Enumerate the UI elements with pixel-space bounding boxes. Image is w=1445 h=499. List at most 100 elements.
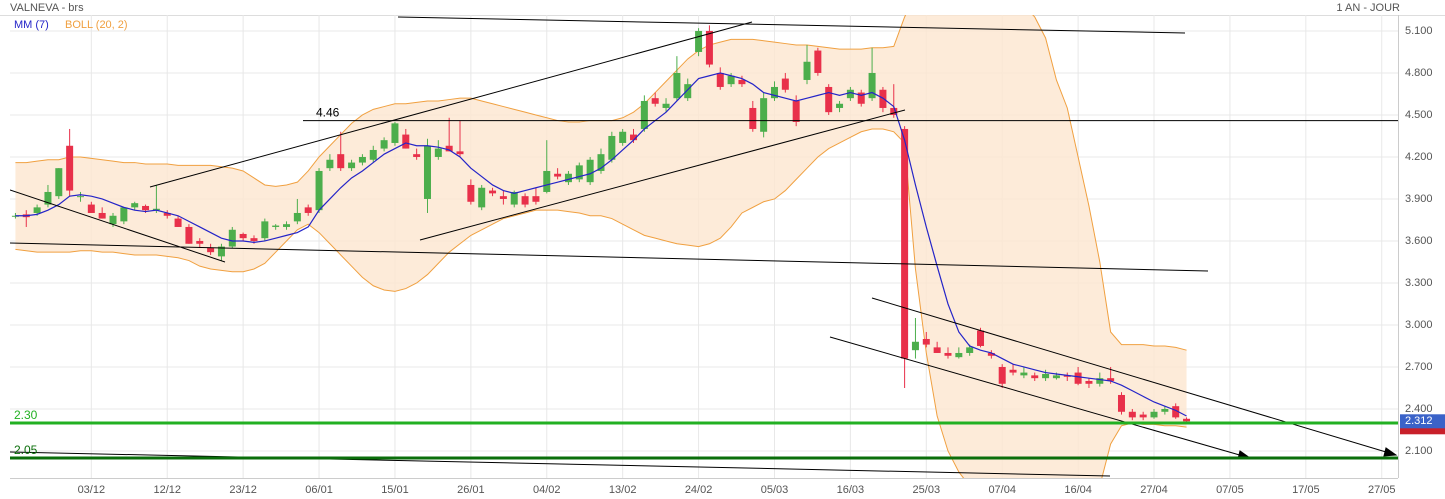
candle-body (597, 154, 605, 171)
trend-line (829, 336, 1251, 459)
candle-body (987, 352, 995, 356)
level-label: 4.46 (316, 106, 340, 120)
candle-body (608, 135, 616, 160)
candle-body (955, 352, 963, 358)
candle-body (868, 72, 876, 99)
candle-body (76, 196, 84, 198)
trend-lines (10, 16, 1398, 477)
candle-body (1117, 394, 1125, 412)
legend-entry: MM (7) (14, 19, 49, 31)
candle-body (402, 134, 410, 149)
candle-body (662, 103, 670, 108)
candle-body (510, 191, 518, 205)
bollinger-band (15, 15, 1187, 478)
x-tick-label: 12/12 (153, 484, 181, 496)
candle-body (857, 92, 865, 104)
legend-entry: BOLL (20, 2) (65, 19, 128, 31)
trend-line (419, 109, 906, 241)
candle-body (261, 221, 269, 239)
x-tick-label: 06/01 (305, 484, 333, 496)
y-tick-label: 3.900 (1405, 193, 1433, 205)
candle-body (716, 72, 724, 87)
candle-body (304, 207, 312, 213)
candle-body (998, 366, 1006, 384)
candle-body (1052, 375, 1060, 379)
x-tick-label: 07/05 (1216, 484, 1244, 496)
chart-title: VALNEVA - brs (10, 2, 84, 14)
x-tick-label: 05/03 (761, 484, 789, 496)
candle-body (467, 184, 475, 202)
x-tick-label: 15/01 (381, 484, 409, 496)
x-tick-label: 07/04 (988, 484, 1016, 496)
candle-body (196, 240, 204, 244)
candle-body (1150, 411, 1158, 418)
candle-body (348, 162, 356, 169)
candle-body (228, 229, 236, 247)
x-tick-label: 27/04 (1140, 484, 1168, 496)
x-tick-label: 13/02 (609, 484, 637, 496)
candle-body (901, 128, 909, 359)
y-tick-label: 2.100 (1405, 445, 1433, 457)
candle-body (1172, 406, 1180, 418)
x-tick-label: 16/03 (837, 484, 865, 496)
candle-body (315, 170, 323, 211)
candle-body (369, 149, 377, 160)
x-tick-label: 26/01 (457, 484, 485, 496)
candle-body (1009, 369, 1017, 373)
candle-body (163, 212, 171, 216)
y-tick-label: 4.500 (1405, 109, 1433, 121)
candle-body (554, 173, 562, 177)
candle-body (803, 61, 811, 80)
y-tick-label: 4.800 (1405, 67, 1433, 79)
trend-line (10, 242, 1209, 272)
candle-body (66, 145, 74, 191)
candle-body (684, 84, 692, 99)
candle-body (499, 196, 507, 199)
candle-body (543, 170, 551, 192)
y-tick-label: 2.400 (1405, 403, 1433, 415)
candle-body (532, 196, 540, 202)
candle-body (142, 205, 150, 211)
price-tag-bg (1400, 414, 1445, 429)
candle-body (1107, 378, 1115, 381)
x-tick-label: 27/05 (1368, 484, 1396, 496)
candle-body (185, 226, 193, 244)
candle-body (489, 190, 497, 194)
candle-body (478, 187, 486, 208)
y-tick-label: 3.000 (1405, 319, 1433, 331)
candle-body (922, 338, 930, 345)
candle-body (586, 159, 594, 183)
candle-body (358, 156, 366, 163)
candle-body (326, 159, 334, 169)
candle-body (640, 100, 648, 129)
candle-body (456, 151, 464, 155)
candle-body (445, 145, 453, 152)
period-label: 1 AN - JOUR (1336, 2, 1400, 14)
plot-area (11, 15, 1191, 478)
candle-body (966, 347, 974, 353)
candle-body (1031, 375, 1039, 379)
x-tick-label: 23/12 (229, 484, 257, 496)
candle-body (33, 207, 41, 213)
candle-body (890, 107, 898, 115)
candle-body (434, 148, 442, 157)
y-tick-label: 2.700 (1405, 361, 1433, 373)
x-tick-label: 04/02 (533, 484, 561, 496)
trend-line (10, 189, 226, 263)
candle-body (109, 215, 117, 225)
candle-body (781, 78, 789, 90)
candle-body (630, 134, 638, 141)
candle-body (575, 165, 583, 180)
x-tick-label: 24/02 (685, 484, 713, 496)
candle-body (44, 191, 52, 205)
candle-body (423, 145, 431, 199)
candle-body (814, 50, 822, 73)
candle-body (293, 212, 301, 222)
candle-body (846, 89, 854, 99)
candle-body (673, 72, 681, 99)
candle-body (933, 347, 941, 353)
indicator-line (15, 128, 1187, 478)
price-tag-bg (1400, 427, 1445, 435)
